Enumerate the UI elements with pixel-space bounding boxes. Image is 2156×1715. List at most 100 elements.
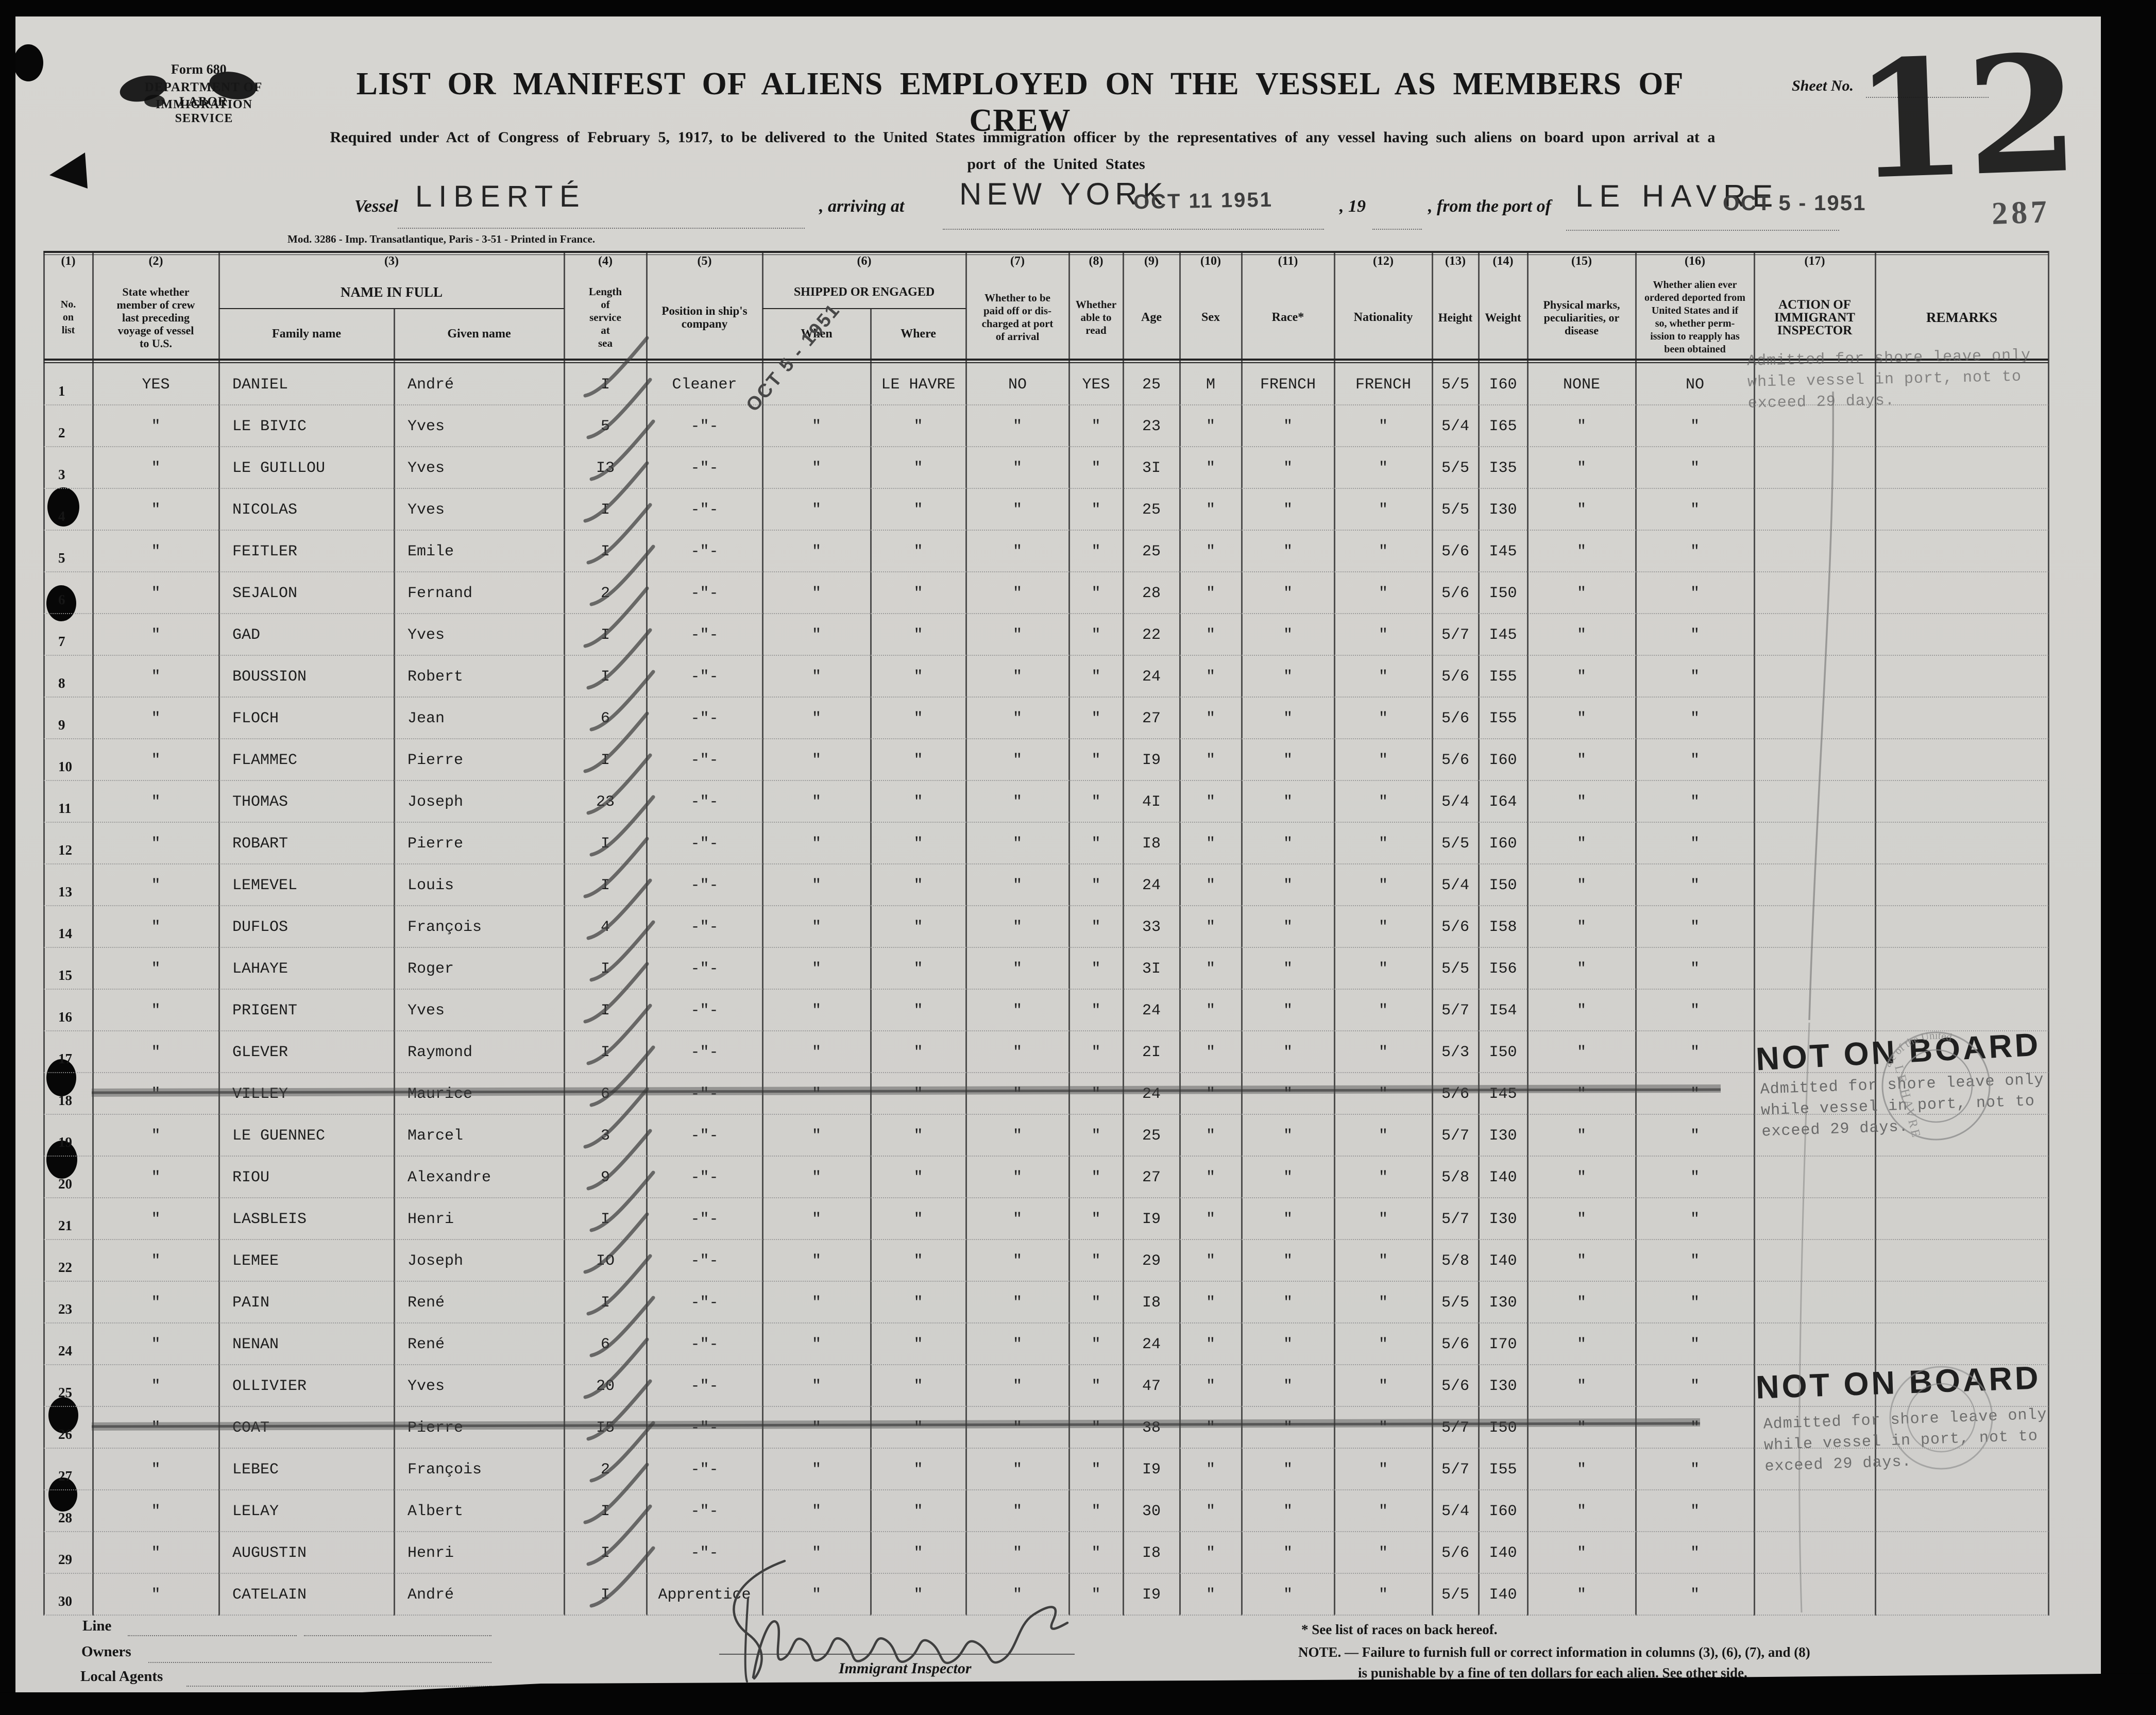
cell-paid-row3: "	[1012, 459, 1022, 477]
cell-race-row12: "	[1283, 835, 1293, 853]
cell-race-row17: "	[1283, 1043, 1293, 1061]
cell-marks-row17: "	[1576, 1043, 1586, 1061]
cell-height-row17: 5/3	[1441, 1043, 1469, 1061]
arrival-date-stamp: OCT 11 1951	[1133, 188, 1274, 214]
cell-where-row17: "	[913, 1043, 923, 1061]
column-number: (9)	[1144, 254, 1159, 268]
cell-prev-row21: "	[151, 1210, 161, 1228]
cell-marks-row21: "	[1576, 1210, 1586, 1228]
cell-nationality-row3: "	[1378, 459, 1388, 477]
column-subheader: When	[801, 327, 833, 341]
cell-no-row15: 15	[58, 967, 72, 983]
cell-deported-row20: "	[1690, 1168, 1700, 1186]
cell-no-row12: 12	[58, 842, 72, 858]
cell-when-row9: "	[811, 709, 821, 727]
cell-given-row15: Roger	[408, 960, 454, 978]
column-rule	[2048, 251, 2049, 1616]
cell-position-row21: -"-	[690, 1210, 719, 1228]
cell-where-row7: "	[913, 626, 923, 644]
cell-when-row21: "	[811, 1210, 821, 1228]
column-rule	[1241, 251, 1243, 1616]
cell-nationality-row30: "	[1378, 1586, 1388, 1604]
row-rule	[44, 1156, 2048, 1157]
cell-height-row27: 5/7	[1441, 1461, 1469, 1479]
races-note: * See list of races on back hereof.	[1301, 1622, 1498, 1637]
cell-family-row21: LASBLEIS	[232, 1210, 307, 1228]
cell-prev-row15: "	[151, 960, 161, 978]
cell-where-row23: "	[913, 1294, 923, 1312]
cell-paid-row26: "	[1012, 1419, 1022, 1437]
cell-height-row13: 5/4	[1441, 876, 1469, 894]
cell-when-row27: "	[811, 1461, 821, 1479]
cell-sex-row14: "	[1206, 918, 1215, 936]
row-rule	[44, 1197, 2048, 1198]
cell-where-row1: LE HAVRE	[881, 376, 956, 394]
cell-where-row16: "	[913, 1001, 923, 1020]
line-blank2	[304, 1635, 491, 1636]
printer-note: Mod. 3286 - Imp. Transatlantique, Paris …	[287, 233, 596, 245]
owners-blank	[148, 1662, 491, 1663]
column-number: (13)	[1445, 254, 1466, 268]
cell-nationality-row1: FRENCH	[1355, 376, 1412, 394]
cell-weight-row21: I30	[1489, 1210, 1517, 1228]
punch-hole	[47, 487, 79, 527]
cell-weight-row25: I30	[1489, 1377, 1517, 1395]
cell-read-row21: "	[1091, 1210, 1101, 1228]
cell-position-row28: -"-	[690, 1502, 719, 1520]
inspector-label: Immigrant Inspector	[839, 1660, 972, 1677]
cell-race-row11: "	[1283, 793, 1293, 811]
column-number: (16)	[1685, 254, 1705, 268]
cell-deported-row15: "	[1690, 960, 1700, 978]
cell-deported-row14: "	[1690, 918, 1700, 936]
cell-deported-row4: "	[1690, 501, 1700, 519]
cell-weight-row5: I45	[1489, 542, 1517, 561]
cell-marks-row16: "	[1576, 1001, 1586, 1020]
cell-deported-row28: "	[1690, 1502, 1700, 1520]
cell-when-row19: "	[811, 1127, 821, 1145]
cell-paid-row10: "	[1012, 751, 1022, 769]
cell-given-row24: René	[408, 1335, 445, 1353]
cell-family-row9: FLOCH	[232, 709, 279, 727]
cell-deported-row17: "	[1690, 1043, 1700, 1061]
cell-when-row11: "	[811, 793, 821, 811]
cell-where-row25: "	[913, 1377, 923, 1395]
row-rule	[44, 530, 2048, 531]
cell-paid-row12: "	[1012, 835, 1022, 853]
cell-height-row5: 5/6	[1441, 542, 1469, 561]
shore-leave-stamp: Admitted for shore leave only while vesse…	[1763, 1406, 2048, 1476]
cell-read-row4: "	[1091, 501, 1101, 519]
cell-sex-row8: "	[1206, 668, 1215, 686]
cell-weight-row13: I50	[1489, 876, 1517, 894]
cell-when-row3: "	[811, 459, 821, 477]
cell-given-row10: Pierre	[408, 751, 464, 769]
cell-paid-row27: "	[1012, 1461, 1022, 1479]
cell-deported-row5: "	[1690, 542, 1700, 561]
cell-family-row14: DUFLOS	[232, 918, 288, 936]
cell-sex-row13: "	[1206, 876, 1215, 894]
cell-age-row2: 23	[1142, 417, 1161, 435]
cell-no-row29: 29	[58, 1552, 72, 1567]
cell-paid-row23: "	[1012, 1294, 1022, 1312]
cell-nationality-row13: "	[1378, 876, 1388, 894]
cell-position-row6: -"-	[690, 584, 719, 602]
cell-where-row6: "	[913, 584, 923, 602]
cell-when-row12: "	[811, 835, 821, 853]
cell-marks-row27: "	[1576, 1461, 1586, 1479]
cell-read-row25: "	[1091, 1377, 1101, 1395]
from-port-label: , from the port of	[1428, 197, 1551, 216]
cell-service-row4: I	[600, 501, 610, 519]
footnote-line2: is punishable by a fine of ten dollars f…	[1358, 1665, 1747, 1680]
cell-family-row2: LE BIVIC	[232, 417, 307, 435]
cell-prev-row8: "	[151, 668, 161, 686]
row-rule	[44, 1322, 2048, 1323]
cell-marks-row28: "	[1576, 1502, 1586, 1520]
cell-given-row30: André	[408, 1586, 454, 1604]
cell-age-row26: 38	[1142, 1419, 1161, 1437]
column-rule	[1179, 251, 1181, 1616]
cell-race-row16: "	[1283, 1001, 1293, 1020]
cell-service-row21: I	[600, 1210, 610, 1228]
cell-position-row19: -"-	[690, 1127, 719, 1145]
cell-where-row29: "	[913, 1544, 923, 1562]
cell-read-row19: "	[1091, 1127, 1101, 1145]
cell-position-row5: -"-	[690, 542, 719, 561]
